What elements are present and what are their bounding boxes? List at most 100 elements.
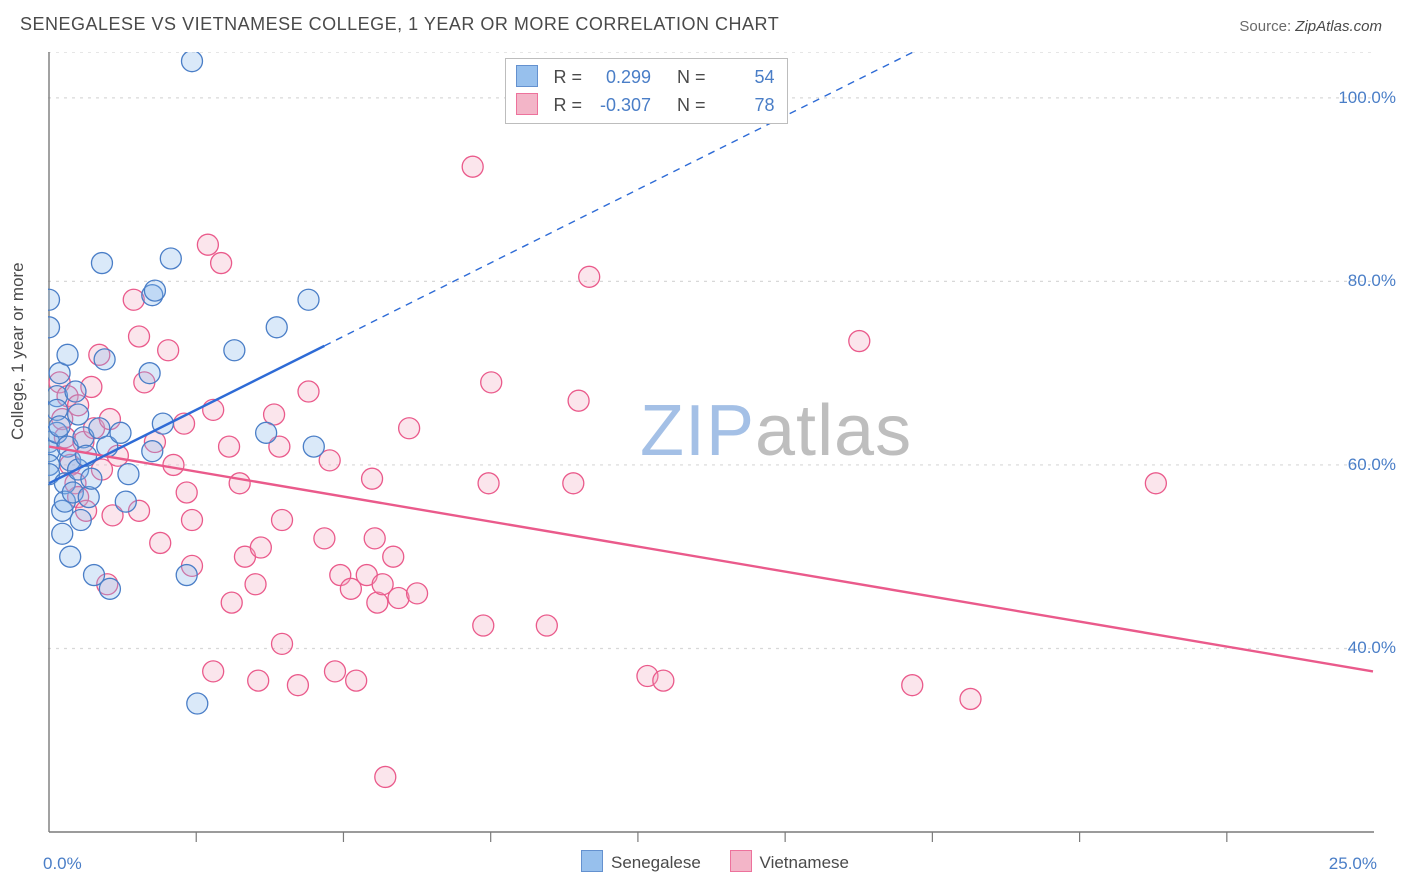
stats-n-label: N = [677, 67, 706, 87]
data-point [160, 248, 181, 269]
data-point [65, 381, 86, 402]
data-point [49, 416, 70, 437]
stats-swatch-vietnamese [516, 93, 538, 115]
data-point [115, 491, 136, 512]
data-point [324, 661, 345, 682]
data-point [158, 340, 179, 361]
data-point [219, 436, 240, 457]
data-point [78, 487, 99, 508]
data-point [478, 473, 499, 494]
y-tick-label: 40.0% [1306, 638, 1396, 658]
data-point [399, 418, 420, 439]
data-point [224, 340, 245, 361]
data-point [203, 661, 224, 682]
data-point [229, 473, 250, 494]
legend-label-senegalese: Senegalese [611, 853, 701, 872]
data-point [181, 510, 202, 531]
plot-svg [48, 52, 1374, 846]
data-point [303, 436, 324, 457]
data-point [346, 670, 367, 691]
stats-r-vietnamese: -0.307 [587, 91, 651, 119]
data-point [314, 528, 335, 549]
source-label: Source: [1239, 18, 1295, 35]
y-tick-label: 100.0% [1306, 88, 1396, 108]
data-point [99, 578, 120, 599]
data-point [367, 592, 388, 613]
data-point [181, 52, 202, 72]
data-point [176, 482, 197, 503]
data-point [110, 422, 131, 443]
y-tick-label: 80.0% [1306, 271, 1396, 291]
y-tick-label: 60.0% [1306, 455, 1396, 475]
data-point [60, 546, 81, 567]
data-point [221, 592, 242, 613]
data-point [76, 445, 97, 466]
data-point [568, 390, 589, 411]
data-point [70, 510, 91, 531]
data-point [123, 289, 144, 310]
data-point [81, 468, 102, 489]
data-point [150, 532, 171, 553]
data-point [960, 688, 981, 709]
data-point [298, 289, 319, 310]
legend-swatch-senegalese [581, 850, 603, 872]
data-point [256, 422, 277, 443]
stats-r-senegalese: 0.299 [587, 63, 651, 91]
data-point [139, 363, 160, 384]
data-point [176, 565, 197, 586]
data-point [245, 574, 266, 595]
data-point [362, 468, 383, 489]
data-point [272, 510, 293, 531]
data-point [481, 372, 502, 393]
data-point [187, 693, 208, 714]
source-value: ZipAtlas.com [1295, 18, 1382, 35]
data-point [144, 280, 165, 301]
data-point [536, 615, 557, 636]
data-point [1145, 473, 1166, 494]
data-point [57, 344, 78, 365]
data-point [272, 633, 293, 654]
data-point [142, 441, 163, 462]
stats-swatch-senegalese [516, 65, 538, 87]
series-legend: Senegalese Vietnamese [0, 850, 1406, 873]
data-point [52, 523, 73, 544]
scatter-plot [48, 52, 1374, 846]
y-axis-label: College, 1 year or more [8, 262, 28, 440]
legend-swatch-vietnamese [730, 850, 752, 872]
data-point [129, 326, 150, 347]
data-point [473, 615, 494, 636]
stats-row-vietnamese: R = -0.307 N = 78 [516, 91, 774, 119]
data-point [48, 317, 60, 338]
data-point [91, 253, 112, 274]
data-point [388, 588, 409, 609]
data-point [250, 537, 271, 558]
data-point [579, 266, 600, 287]
data-point [375, 766, 396, 787]
stats-r-label: R = [553, 67, 582, 87]
data-point [266, 317, 287, 338]
stats-n-vietnamese: 78 [711, 91, 775, 119]
data-point [163, 454, 184, 475]
data-point [653, 670, 674, 691]
stats-row-senegalese: R = 0.299 N = 54 [516, 63, 774, 91]
data-point [118, 464, 139, 485]
stats-legend: R = 0.299 N = 54 R = -0.307 N = 78 [505, 58, 787, 124]
stats-n-label-2: N = [677, 95, 706, 115]
data-point [197, 234, 218, 255]
data-point [211, 253, 232, 274]
data-point [902, 675, 923, 696]
data-point [94, 349, 115, 370]
data-point [563, 473, 584, 494]
data-point [298, 381, 319, 402]
data-point [364, 528, 385, 549]
legend-label-vietnamese: Vietnamese [760, 853, 849, 872]
data-point [383, 546, 404, 567]
stats-n-senegalese: 54 [711, 63, 775, 91]
data-point [248, 670, 269, 691]
data-point [849, 331, 870, 352]
data-point [407, 583, 428, 604]
data-point [287, 675, 308, 696]
chart-title: SENEGALESE VS VIETNAMESE COLLEGE, 1 YEAR… [20, 14, 779, 35]
data-point [48, 289, 60, 310]
data-point [462, 156, 483, 177]
